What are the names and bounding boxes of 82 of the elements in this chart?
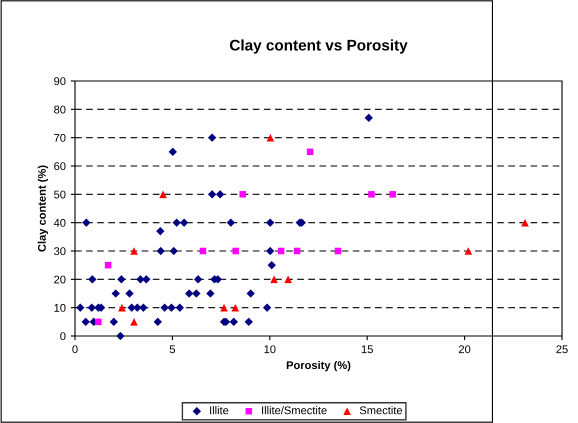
x-tick-label: 0 — [72, 345, 78, 354]
x-tick-label: 10 — [264, 345, 276, 354]
point — [110, 318, 118, 326]
legend-label: Illite — [210, 406, 228, 414]
point — [104, 262, 112, 268]
x-tick-label: 15 — [362, 345, 373, 354]
y-tick-label: 80 — [54, 106, 66, 114]
point — [176, 304, 184, 312]
point — [266, 218, 274, 227]
point — [192, 289, 201, 298]
point — [364, 114, 373, 122]
point — [95, 318, 102, 326]
point — [125, 289, 134, 298]
point — [244, 318, 253, 326]
point — [118, 304, 126, 312]
point — [168, 148, 177, 156]
point — [268, 261, 276, 270]
point — [88, 275, 97, 284]
point — [226, 218, 236, 227]
x-tick-label: 20 — [458, 345, 470, 354]
y-tick-label: 10 — [54, 304, 66, 312]
point — [239, 191, 246, 198]
point — [232, 248, 239, 254]
point — [116, 332, 125, 340]
point — [194, 275, 202, 284]
point — [130, 318, 138, 326]
y-tick-label: 60 — [54, 162, 66, 170]
point — [160, 304, 169, 312]
point — [232, 304, 240, 312]
point — [200, 248, 206, 254]
point — [208, 190, 216, 198]
point — [206, 289, 215, 298]
x-axis-title: Porosity (%) — [286, 360, 350, 372]
y-tick-label: 0 — [60, 332, 66, 340]
point — [159, 190, 167, 198]
point — [184, 289, 194, 298]
y-tick-label: 20 — [54, 276, 66, 284]
y-tick-label: 30 — [54, 247, 66, 256]
point — [76, 304, 84, 312]
y-axis-title: Clay content (%) — [38, 166, 48, 252]
legend-label: Smectite — [360, 406, 402, 414]
y-tick-label: 70 — [54, 134, 66, 142]
point — [220, 304, 228, 312]
point — [82, 218, 90, 227]
point — [262, 304, 272, 312]
point — [368, 191, 375, 198]
point — [170, 246, 178, 256]
point — [464, 247, 472, 255]
point — [112, 289, 120, 298]
point — [130, 247, 138, 255]
point — [334, 248, 342, 254]
point — [521, 218, 529, 226]
point — [172, 218, 181, 227]
point — [306, 148, 314, 156]
point — [82, 318, 90, 326]
point — [156, 246, 165, 256]
point — [167, 304, 176, 312]
point — [230, 318, 238, 326]
point — [266, 246, 274, 256]
point — [88, 304, 96, 312]
point — [284, 276, 292, 284]
y-tick-label: 40 — [54, 218, 66, 227]
point — [278, 248, 284, 254]
point — [266, 134, 274, 142]
point — [294, 248, 300, 254]
point — [154, 318, 162, 326]
x-tick-label: 5 — [170, 345, 176, 354]
point — [139, 304, 148, 312]
legend-label: Illite/Smectite — [262, 406, 327, 414]
point — [156, 227, 164, 236]
chart-title: Clay content vs Porosity — [230, 39, 408, 54]
point — [180, 218, 188, 227]
point — [117, 275, 126, 284]
point — [142, 275, 150, 284]
point — [389, 191, 396, 198]
x-tick-label: 25 — [556, 345, 568, 354]
y-tick-label: 90 — [54, 77, 66, 86]
point — [246, 289, 255, 298]
point — [270, 276, 278, 284]
point — [208, 134, 216, 142]
y-tick-label: 50 — [54, 190, 66, 198]
point — [216, 190, 224, 198]
